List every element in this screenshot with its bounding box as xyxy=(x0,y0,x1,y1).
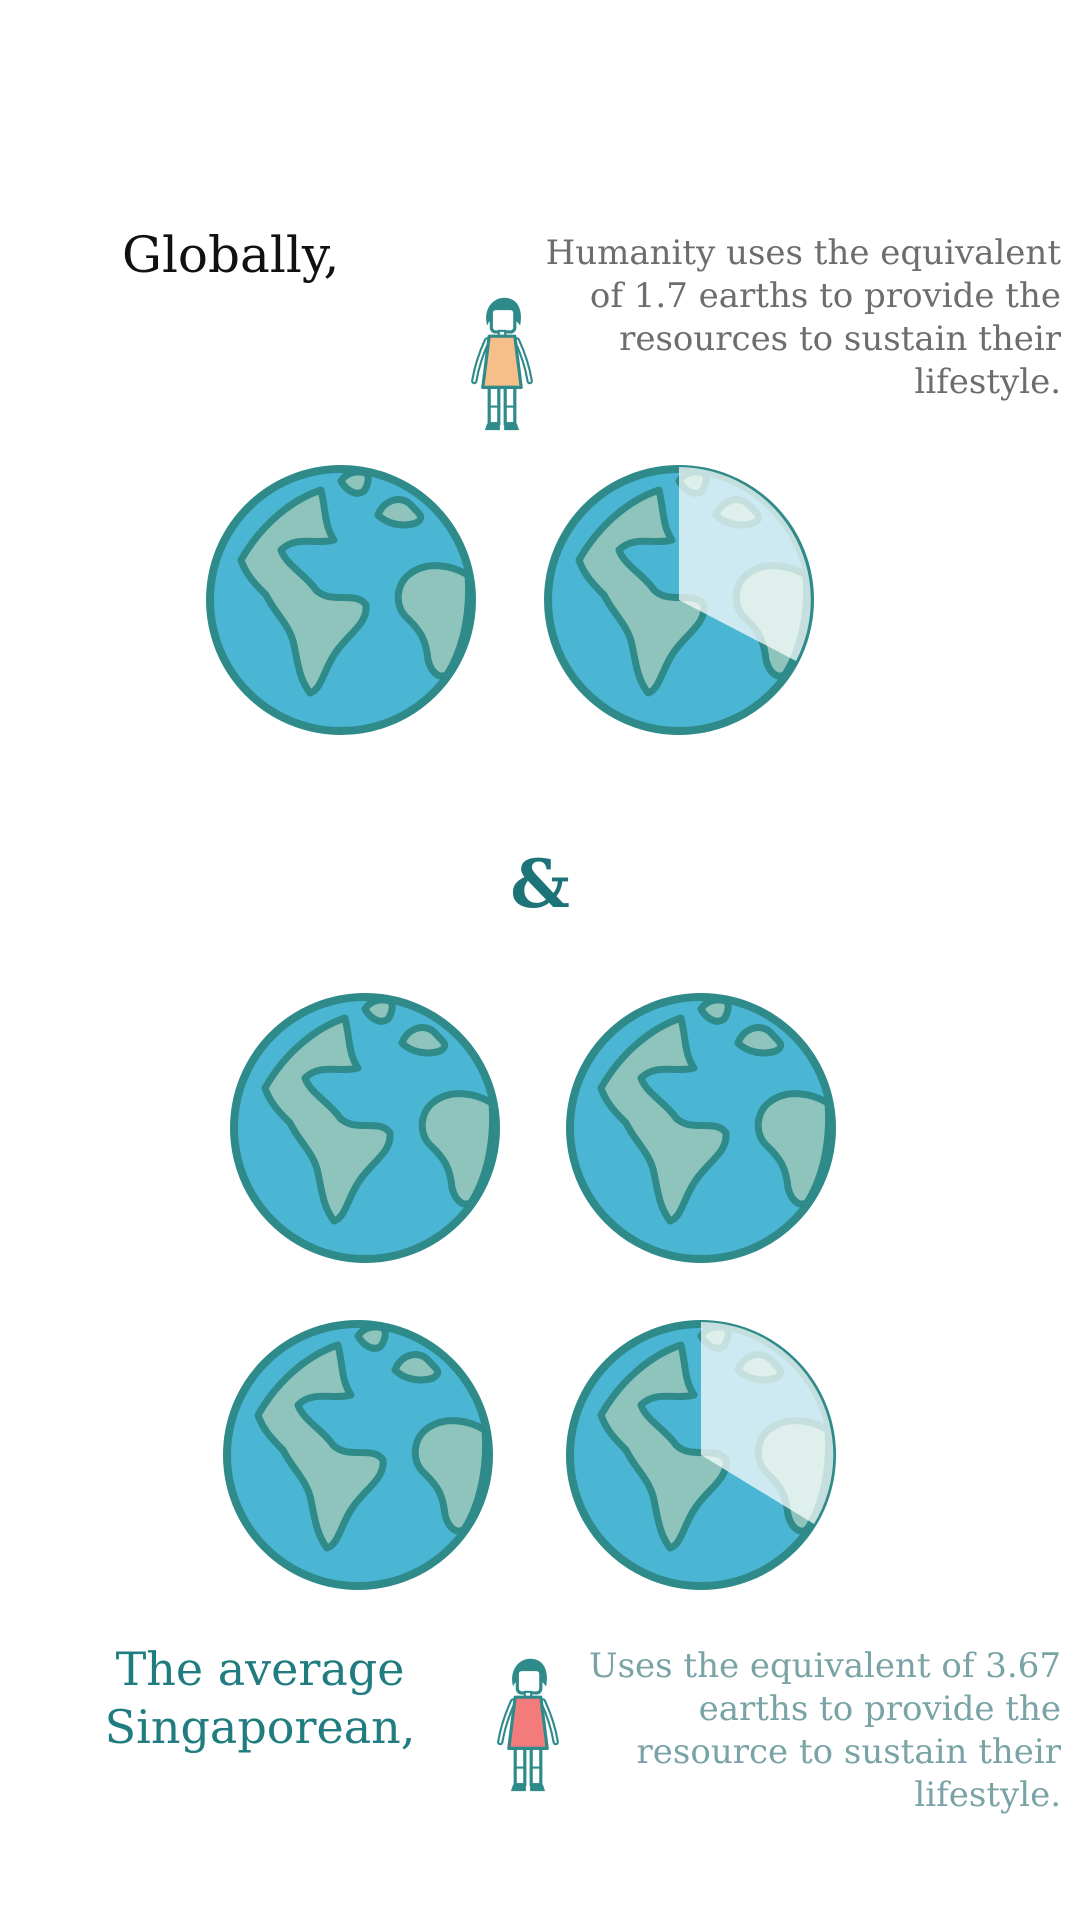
earth-icon-partial xyxy=(566,1320,836,1590)
earth-icon xyxy=(230,993,500,1263)
singapore-description: Uses the equivalent of 3.67 earths to pr… xyxy=(588,1646,1061,1815)
earth-icon xyxy=(566,993,836,1263)
person-icon xyxy=(470,295,534,435)
earth-icon xyxy=(223,1320,493,1590)
global-heading: Globally, xyxy=(122,226,340,284)
singapore-heading: The average Singaporean, xyxy=(104,1642,416,1754)
earth-icon xyxy=(206,465,476,735)
global-description: Humanity uses the equivalent of 1.7 eart… xyxy=(545,233,1061,402)
earth-icon-partial xyxy=(544,465,814,735)
earth-faded-portion xyxy=(679,467,811,661)
person-icon xyxy=(496,1656,560,1796)
earth-faded-portion xyxy=(701,1322,834,1524)
separator-ampersand: & xyxy=(510,845,570,923)
